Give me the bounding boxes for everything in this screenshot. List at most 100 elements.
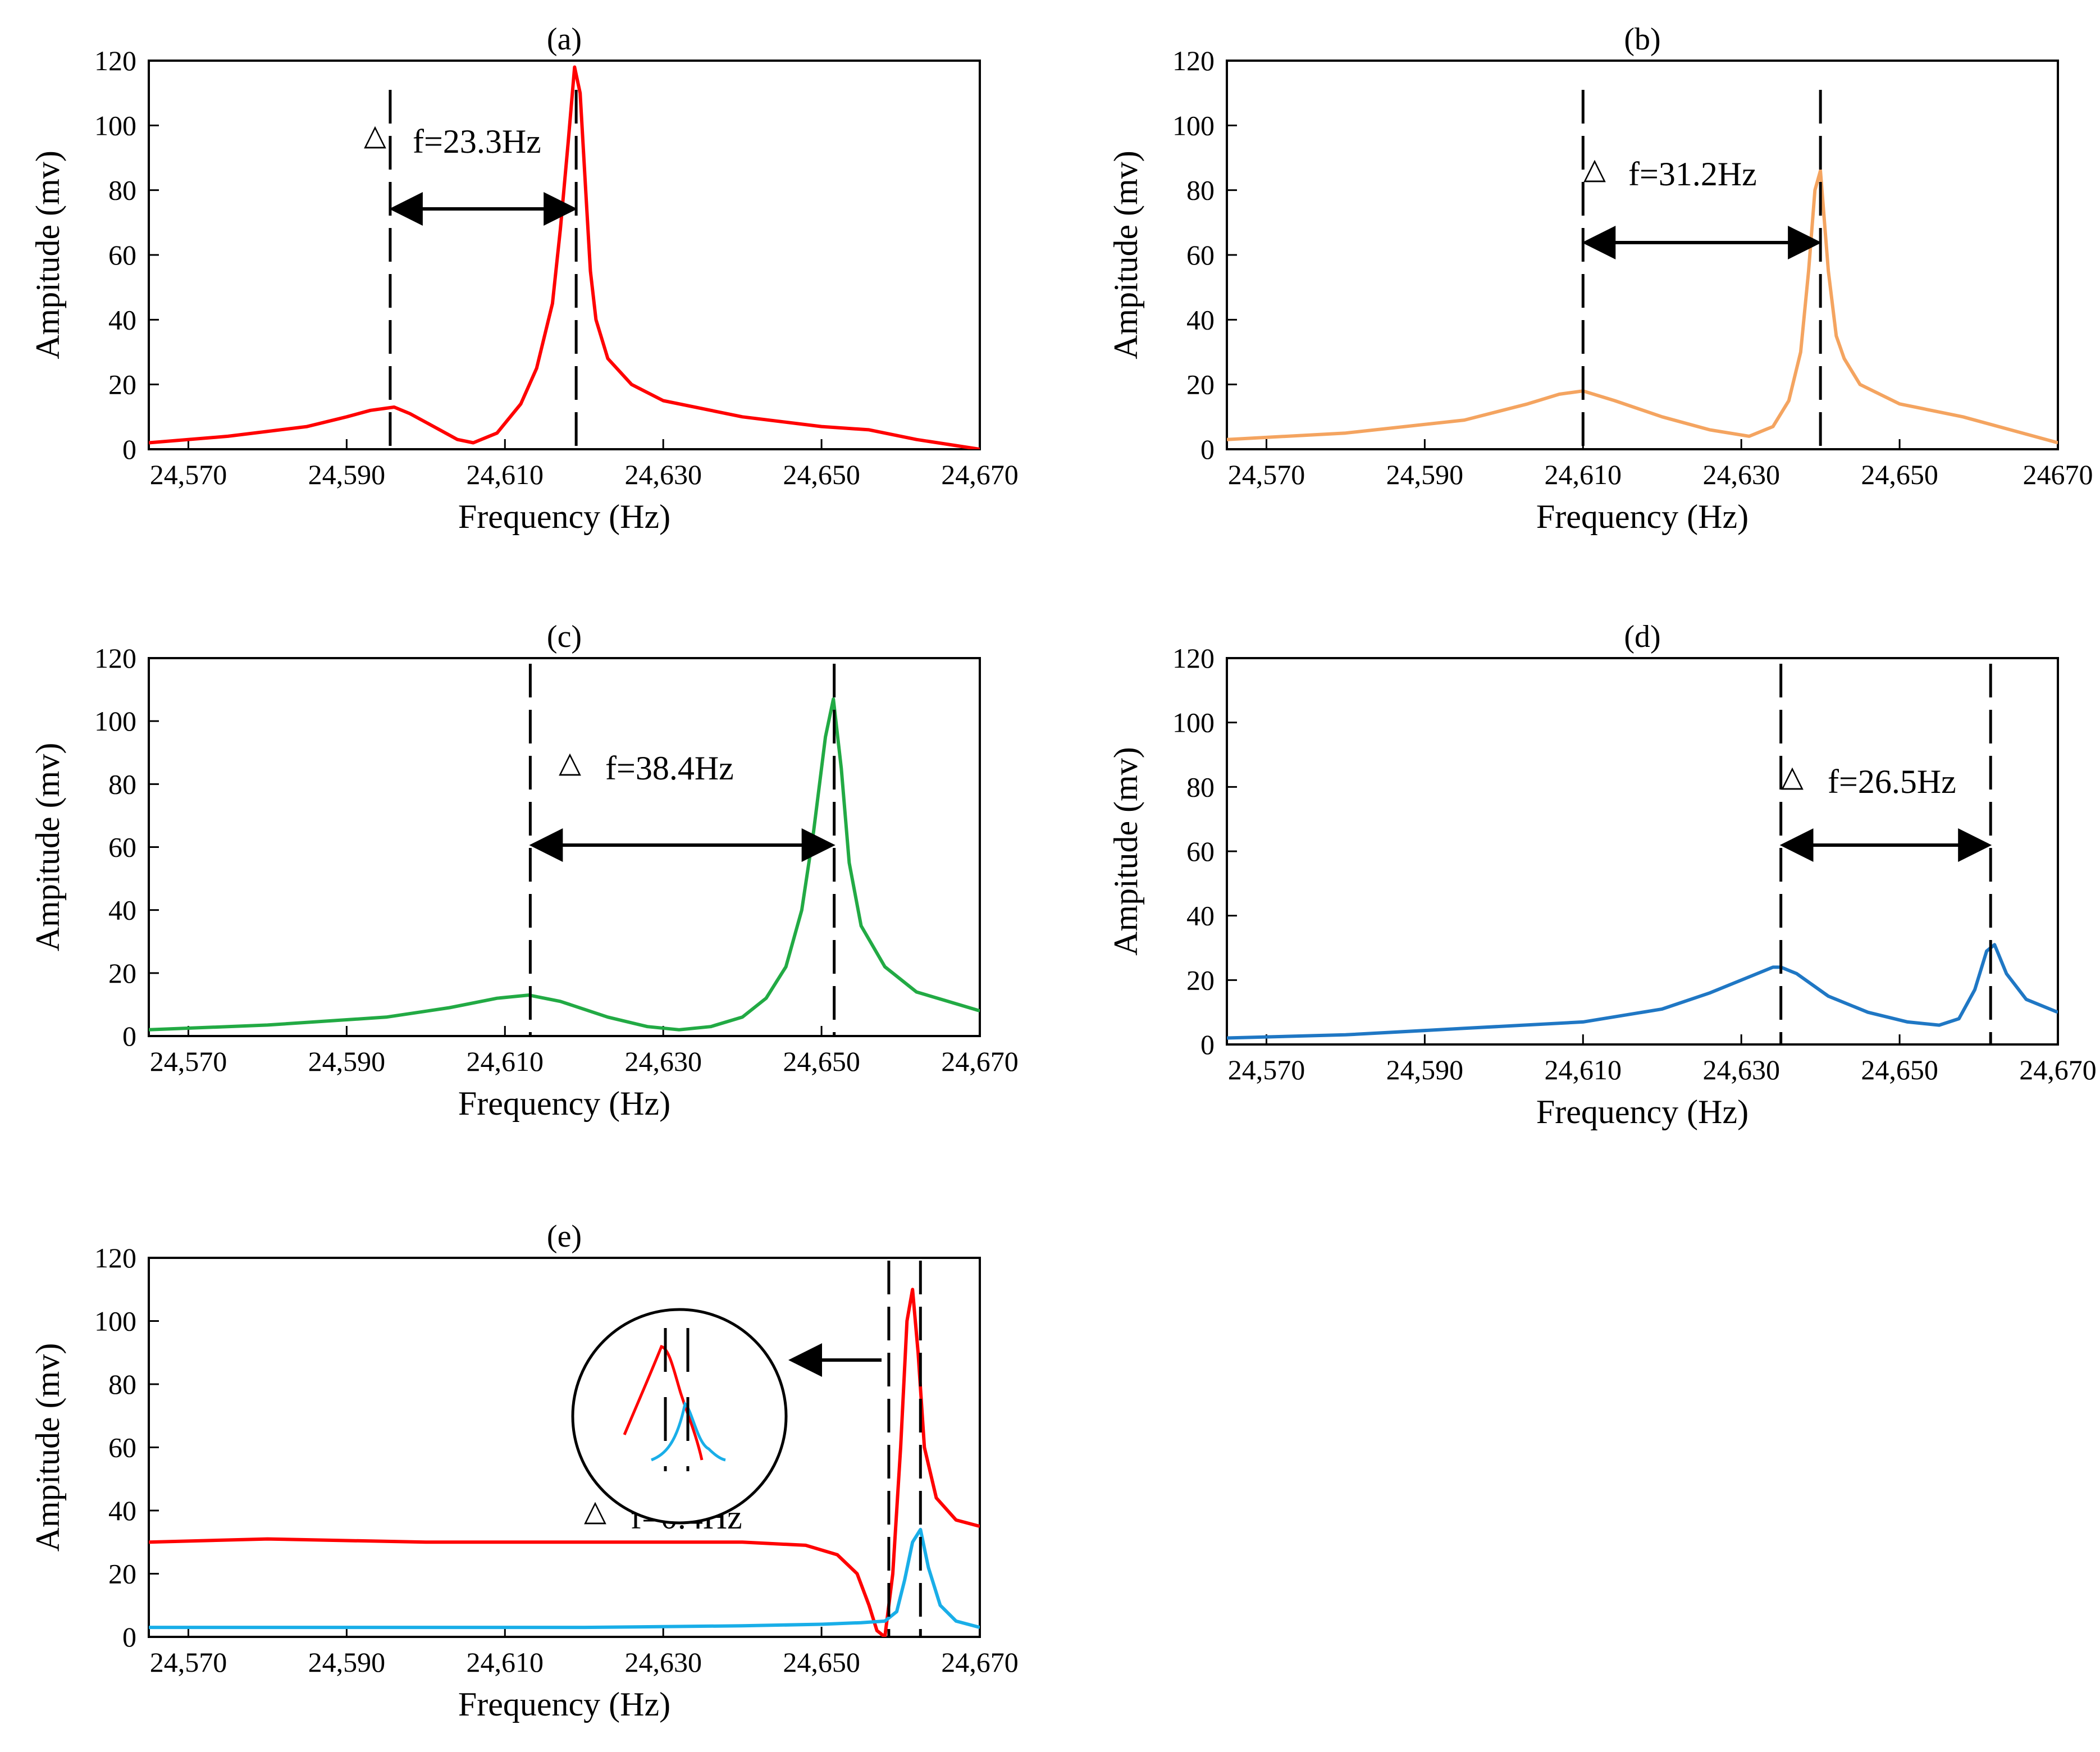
x-tick-label: 24670: [2023, 459, 2093, 490]
delta-label: f=38.4Hz: [605, 750, 734, 787]
y-tick-label: 120: [1172, 642, 1215, 674]
x-tick-label: 24,610: [1545, 459, 1622, 490]
x-tick-label: 24,630: [624, 1646, 702, 1678]
panel-title: (e): [547, 1219, 582, 1254]
y-tick-label: 60: [108, 832, 136, 863]
y-tick-label: 0: [122, 1621, 136, 1653]
y-tick-label: 0: [1200, 1029, 1215, 1060]
x-tick-label: 24,630: [624, 1046, 702, 1077]
y-tick-label: 80: [1186, 771, 1215, 802]
x-tick-label: 24,650: [783, 459, 860, 490]
y-tick-label: 80: [1186, 175, 1215, 206]
y-tick-label: 20: [108, 369, 136, 400]
x-tick-label: 24,630: [1702, 1054, 1780, 1085]
plot-frame: [1226, 657, 2059, 1046]
x-tick-label: 24,610: [467, 1046, 544, 1077]
x-tick-label: 24,610: [1545, 1054, 1622, 1085]
y-tick-label: 20: [108, 957, 136, 989]
y-tick-label: 60: [1186, 836, 1215, 867]
x-tick-label: 24,670: [941, 459, 1019, 490]
series-line-response: [149, 65, 980, 449]
x-axis-label: Frequency (Hz): [458, 1686, 670, 1723]
x-tick-label: 24,650: [783, 1646, 860, 1678]
x-tick-label: 24,610: [467, 1646, 544, 1678]
y-axis-label: Ampitude (mv): [1107, 747, 1144, 956]
y-tick-label: 60: [1186, 239, 1215, 271]
y-tick-label: 20: [108, 1558, 136, 1590]
y-tick-label: 120: [1172, 45, 1215, 76]
x-tick-label: 24,590: [308, 1646, 386, 1678]
x-tick-label: 24,650: [783, 1046, 860, 1077]
y-tick-label: 20: [1186, 964, 1215, 996]
delta-symbol: △: [559, 747, 581, 779]
panel-c: 24,570 24,590 24,610 24,630 24,650 24,670 0 20 4…: [29, 619, 1019, 1122]
y-tick-label: 0: [1200, 434, 1215, 465]
x-axis-label: Frequency (Hz): [1536, 498, 1749, 535]
y-tick-label: 40: [1186, 900, 1215, 932]
x-tick-label: 24,570: [150, 459, 227, 490]
x-tick-label: 24,670: [2019, 1054, 2097, 1085]
series-line-series-blue: [149, 1527, 980, 1630]
panel-b: 24,570 24,590 24,610 24,630 24,650 24670 0 20 40…: [1107, 22, 2093, 535]
y-tick-label: 100: [94, 110, 136, 141]
plot-frame: [1226, 60, 2059, 450]
inset-red-peak: [623, 1344, 704, 1461]
panel-a: 24,570 24,590 24,610 24,630 24,650 24,670 0 20 4…: [29, 22, 1019, 535]
y-axis-label: Ampitude (mv): [29, 743, 66, 952]
y-tick-label: 0: [122, 434, 136, 465]
y-tick-label: 100: [1172, 707, 1215, 738]
delta-label: f=23.3Hz: [413, 123, 541, 160]
y-tick-label: 120: [94, 642, 136, 674]
panel-title: (c): [547, 619, 582, 654]
x-tick-label: 24,670: [941, 1046, 1019, 1077]
x-tick-label: 24,610: [467, 459, 544, 490]
series-line-response: [149, 697, 980, 1032]
x-tick-label: 24,650: [1861, 459, 1938, 490]
y-tick-label: 80: [108, 768, 136, 800]
y-axis-label: Ampitude (mv): [1107, 150, 1144, 359]
y-tick-label: 40: [108, 304, 136, 335]
y-tick-label: 40: [108, 895, 136, 926]
series-line-series-red: [149, 1288, 980, 1637]
x-tick-label: 24,590: [1386, 1054, 1464, 1085]
y-tick-label: 100: [94, 705, 136, 737]
x-tick-label: 24,590: [308, 1046, 386, 1077]
plot-frame: [148, 657, 981, 1037]
delta-label: f=31.2Hz: [1628, 156, 1757, 193]
y-tick-label: 120: [94, 45, 136, 76]
y-axis-label: Ampitude (mv): [29, 150, 66, 359]
delta-label: f=26.5Hz: [1828, 763, 1956, 800]
y-tick-label: 120: [94, 1242, 136, 1274]
panel-title: (b): [1624, 22, 1660, 57]
panel-e: 24,570 24,590 24,610 24,630 24,650 24,670 0 20 4…: [29, 1219, 1019, 1723]
y-tick-label: 60: [108, 1432, 136, 1463]
x-tick-label: 24,630: [1702, 459, 1780, 490]
y-tick-label: 100: [1172, 110, 1215, 141]
x-tick-label: 24,570: [150, 1046, 227, 1077]
x-axis-label: Frequency (Hz): [458, 1085, 670, 1122]
y-tick-label: 80: [108, 175, 136, 206]
delta-symbol: △: [584, 1495, 606, 1527]
delta-symbol: △: [1781, 761, 1804, 793]
x-tick-label: 24,570: [1228, 1054, 1305, 1085]
x-tick-label: 24,670: [941, 1646, 1019, 1678]
y-tick-label: 100: [94, 1306, 136, 1337]
x-tick-label: 24,630: [624, 459, 702, 490]
x-tick-label: 24,590: [1386, 459, 1464, 490]
series-line-response: [1227, 943, 2058, 1040]
y-tick-label: 60: [108, 239, 136, 271]
delta-symbol: △: [1583, 153, 1606, 185]
delta-symbol: △: [364, 120, 386, 152]
panel-title: (a): [547, 22, 582, 57]
y-axis-label: Ampitude (mv): [29, 1343, 66, 1552]
plot-frame: [148, 60, 981, 450]
y-tick-label: 0: [122, 1020, 136, 1052]
plot-frame: [148, 1257, 981, 1638]
zoom-inset-circle: [571, 1308, 788, 1525]
inset-blue-peak: [651, 1401, 726, 1462]
x-tick-label: 24,570: [150, 1646, 227, 1678]
x-tick-label: 24,650: [1861, 1054, 1938, 1085]
series-line-response: [1227, 169, 2058, 445]
x-axis-label: Frequency (Hz): [458, 498, 670, 535]
